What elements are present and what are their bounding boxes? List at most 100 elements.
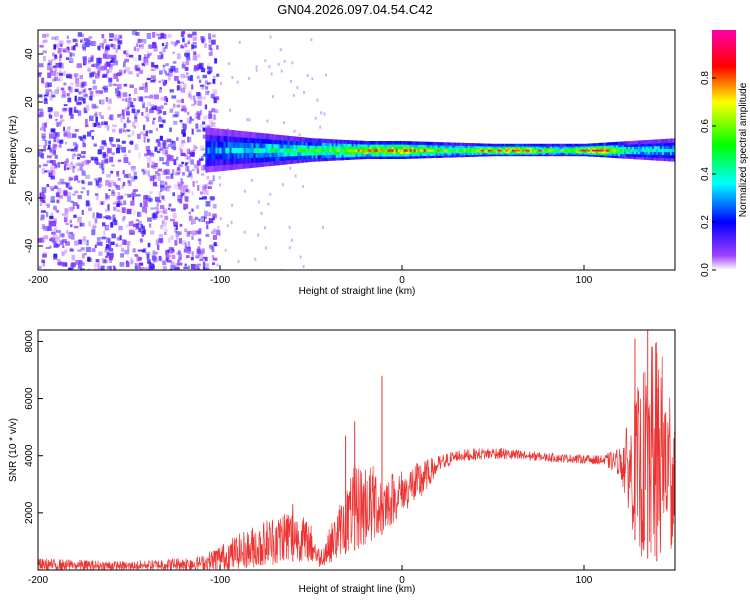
heatmap-cell [505, 150, 509, 153]
heatmap-cell [113, 206, 117, 211]
heatmap-cell [80, 247, 85, 251]
heatmap-cell [205, 232, 209, 236]
heatmap-cell [188, 120, 192, 124]
heatmap-cell [157, 117, 163, 122]
heatmap-cell [41, 259, 45, 264]
heatmap-cell [179, 231, 182, 235]
heatmap-cell [397, 155, 400, 159]
heatmap-cell [68, 235, 72, 239]
heatmap-cell [80, 168, 84, 171]
heatmap-cell [539, 151, 543, 155]
heatmap-cell [273, 134, 276, 140]
heatmap-cell [39, 202, 42, 207]
heatmap-cell [663, 141, 667, 147]
heatmap-cell [659, 145, 663, 150]
heatmap-cell [48, 220, 52, 227]
heatmap-cell [46, 119, 49, 124]
heatmap-cell [447, 150, 451, 154]
heatmap-cell [351, 148, 354, 152]
heatmap-cell [108, 182, 112, 188]
heatmap-cell [525, 147, 529, 150]
heatmap-cell [543, 145, 547, 149]
heatmap-cell [515, 145, 519, 149]
heatmap-cell [137, 264, 141, 269]
heatmap-cell [499, 143, 503, 147]
heatmap-cell [603, 150, 607, 154]
heatmap-cell [224, 248, 227, 252]
heatmap-cell [265, 151, 268, 158]
heatmap-cell [663, 150, 667, 156]
heatmap-cell [97, 149, 102, 155]
heatmap-cell [567, 145, 571, 149]
heatmap-cell [199, 256, 204, 262]
heatmap-cell [237, 141, 240, 148]
heatmap-cell [136, 109, 140, 113]
heatmap-cell [157, 55, 162, 60]
heatmap-cell [59, 121, 63, 124]
heatmap-cell [599, 152, 603, 156]
heatmap-cell [289, 147, 292, 153]
heatmap-cell [243, 131, 246, 138]
heatmap-cell [629, 150, 633, 155]
heatmap-cell [373, 153, 376, 157]
heatmap-cell [533, 153, 537, 157]
heatmap-cell [149, 191, 153, 194]
heatmap-cell [197, 263, 201, 266]
heatmap-cell [623, 155, 627, 159]
heatmap-cell [573, 147, 577, 150]
heatmap-cell [196, 248, 201, 255]
heatmap-cell [511, 148, 515, 152]
heatmap-cell [94, 193, 99, 196]
heatmap-cell [148, 44, 153, 49]
heatmap-cell [385, 141, 388, 145]
heatmap-cell [128, 54, 134, 58]
heatmap-cell [637, 140, 641, 145]
heatmap-cell [50, 65, 54, 70]
heatmap-cell [299, 154, 302, 160]
heatmap-cell [605, 150, 609, 154]
heatmap-cell [116, 236, 121, 241]
heatmap-cell [579, 147, 583, 150]
heatmap-cell [169, 127, 172, 133]
heatmap-cell [543, 143, 547, 147]
heatmap-cell [261, 133, 264, 139]
heatmap-cell [181, 98, 184, 103]
heatmap-cell [201, 173, 205, 176]
heatmap-cell [611, 154, 615, 158]
heatmap-cell [296, 86, 299, 89]
heatmap-cell [231, 130, 234, 137]
heatmap-cell [144, 54, 147, 58]
heatmap-cell [405, 143, 408, 148]
heatmap-cell [343, 156, 346, 161]
heatmap-cell [653, 142, 657, 147]
heatmap-cell [559, 148, 563, 152]
heatmap-cell [325, 153, 328, 159]
heatmap-cell [63, 131, 68, 137]
heatmap-cell [595, 148, 599, 152]
heatmap-cell [251, 161, 254, 168]
heatmap-cell [329, 156, 332, 161]
heatmap-cell [267, 138, 270, 144]
heatmap-cell [78, 91, 82, 95]
heatmap-cell [595, 146, 599, 150]
heatmap-cell [226, 224, 229, 228]
heatmap-cell [407, 152, 410, 157]
heatmap-cell [603, 146, 607, 150]
heatmap-cell [517, 150, 521, 153]
heatmap-cell [87, 181, 93, 186]
heatmap-cell [319, 157, 322, 162]
heatmap-cell [473, 153, 477, 157]
heatmap-cell [499, 147, 503, 150]
heatmap-cell [52, 240, 57, 244]
heatmap-cell [92, 42, 97, 45]
heatmap-cell [202, 74, 207, 79]
heatmap-cell [345, 153, 348, 158]
heatmap-cell [409, 155, 412, 159]
heatmap-cell [211, 39, 216, 45]
heatmap-cell [149, 263, 154, 269]
heatmap-cell [301, 151, 304, 156]
heatmap-cell [125, 107, 129, 112]
heatmap-cell [469, 153, 473, 157]
heatmap-cell [164, 168, 169, 174]
heatmap-cell [178, 184, 182, 190]
